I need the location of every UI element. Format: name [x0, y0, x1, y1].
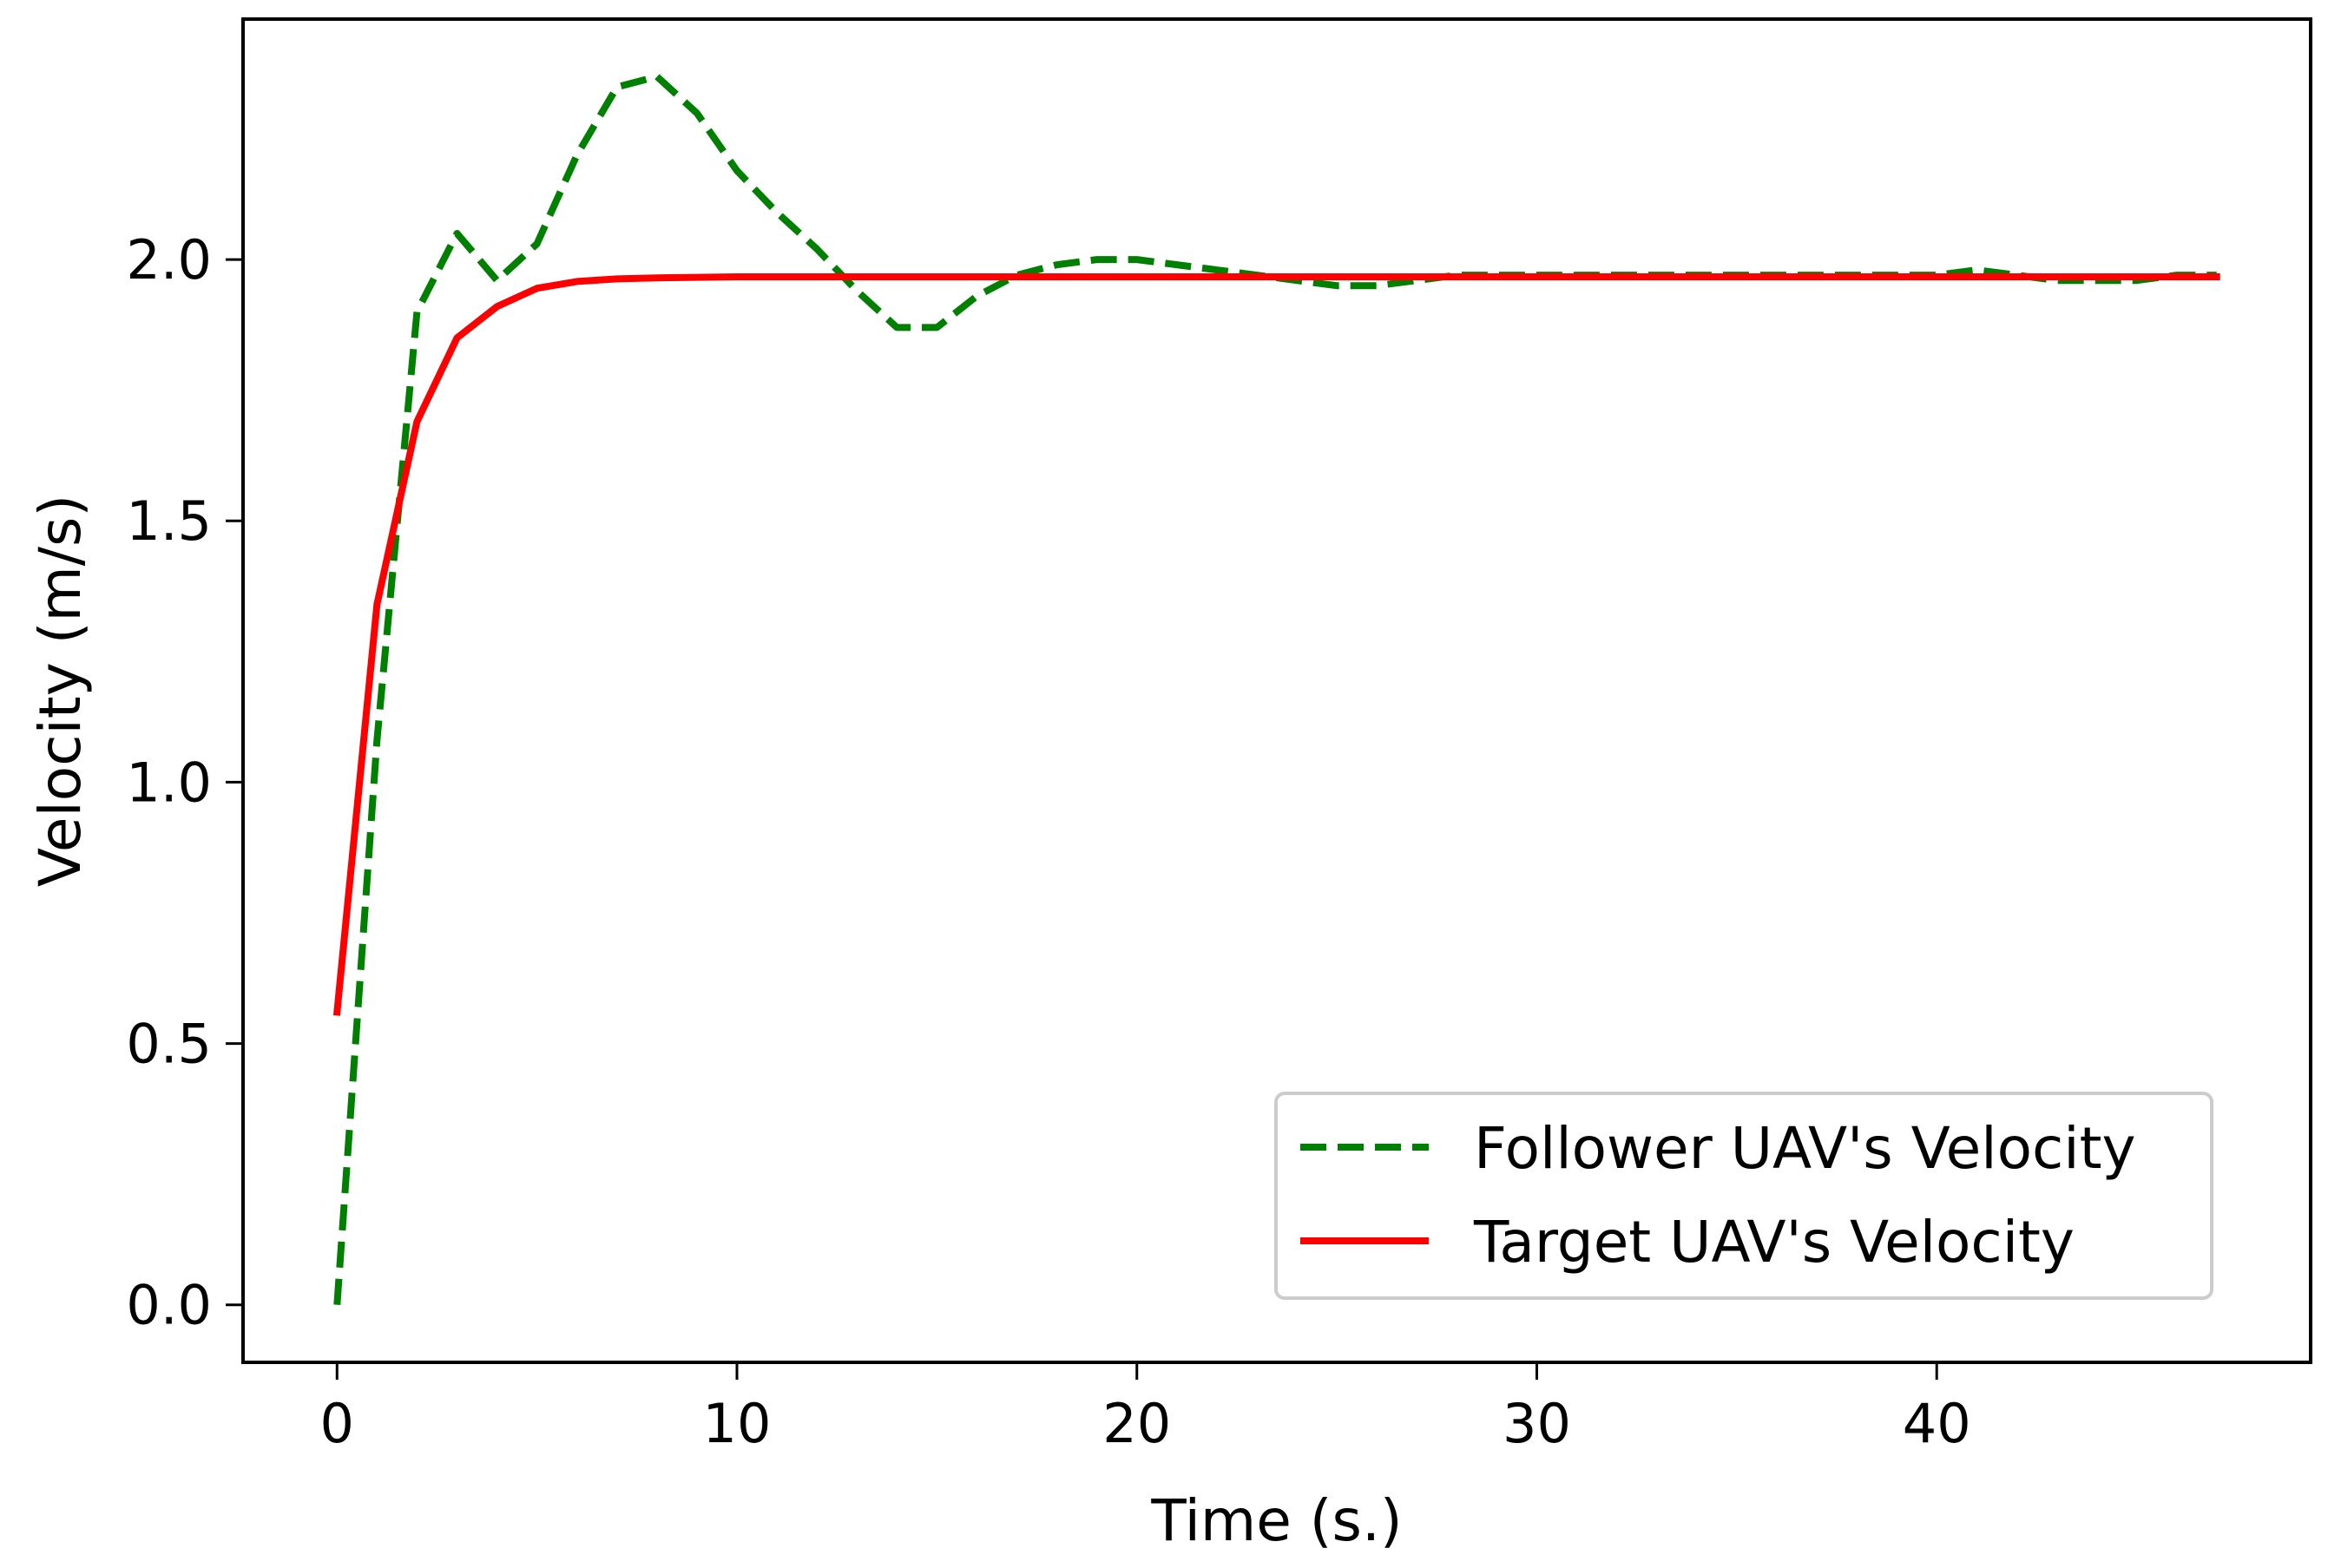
y-tick-label: 0.5 [126, 1013, 212, 1076]
x-tick-label: 30 [1503, 1392, 1571, 1455]
x-tick-label: 0 [320, 1392, 354, 1455]
x-tick-label: 20 [1102, 1392, 1171, 1455]
legend-target-label: Target UAV's Velocity [1473, 1209, 2075, 1276]
y-tick-label: 1.0 [126, 751, 212, 814]
legend-follower-label: Follower UAV's Velocity [1474, 1115, 2136, 1182]
plot-frame [241, 17, 2312, 1364]
y-tick-label: 2.0 [126, 228, 212, 292]
y-axis-ticks: 0.0 0.5 1.0 1.5 2.0 [126, 228, 243, 1337]
target-velocity-line [332, 273, 2220, 1016]
y-tick-label: 0.0 [126, 1274, 212, 1337]
legend-box [1274, 1092, 2213, 1300]
y-axis-label: Velocity (m/s) [27, 495, 94, 887]
y-tick-label: 1.5 [126, 489, 212, 553]
x-axis-label: Time (s.) [1150, 1487, 1402, 1554]
x-tick-label: 40 [1903, 1392, 1971, 1455]
x-tick-label: 10 [703, 1392, 772, 1455]
x-axis-ticks: 0 10 20 30 40 [320, 1362, 1971, 1455]
plot-lines [332, 73, 2220, 1305]
legend: Follower UAV's Velocity Target UAV's Velo… [1274, 1092, 2213, 1300]
